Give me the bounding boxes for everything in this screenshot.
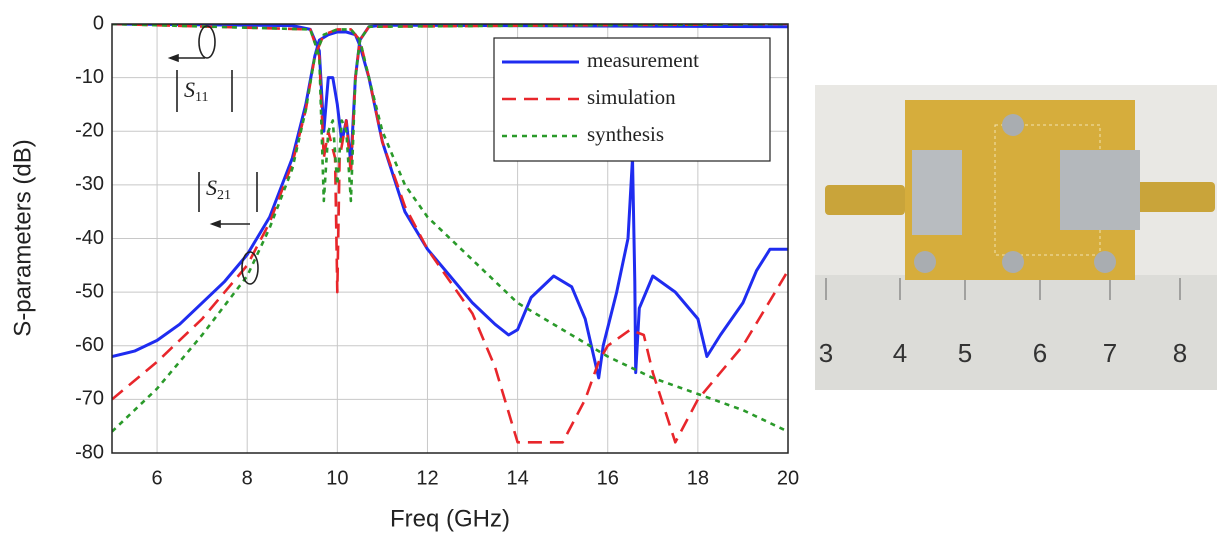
x-tick-label: 10 <box>326 467 348 489</box>
s11-label: S11 <box>184 77 208 105</box>
ruler-label: 4 <box>893 338 907 368</box>
plot: -80 -70 -60 -50 -40 -30 -20 -10 0 6 8 10 12 14 16 18 20 m… <box>75 12 799 489</box>
series-line <box>112 28 788 433</box>
y-tick-label: 0 <box>93 12 104 34</box>
y-tick-label: -40 <box>75 227 104 249</box>
y-tick-label: -80 <box>75 441 104 463</box>
s21-sub: 21 <box>217 188 231 203</box>
x-tick-label: 20 <box>777 467 799 489</box>
ruler-label: 3 <box>819 338 833 368</box>
y-tick-label: -60 <box>75 334 104 356</box>
x-tick-label: 8 <box>242 467 253 489</box>
y-tick-label: -70 <box>75 388 104 410</box>
ruler: 3 4 5 6 7 8 <box>819 338 1187 368</box>
s21-base: S <box>206 175 217 200</box>
photo <box>815 85 1217 390</box>
x-axis-label: Freq (GHz) <box>390 505 510 532</box>
s21-label: S21 <box>206 175 231 203</box>
ruler-label: 5 <box>958 338 972 368</box>
x-tick-label: 18 <box>687 467 709 489</box>
y-tick-label: -10 <box>75 66 104 88</box>
legend-label: measurement <box>587 48 699 72</box>
series-line <box>112 28 788 444</box>
s11-base: S <box>184 77 195 102</box>
legend-label: simulation <box>587 85 676 109</box>
y-tick-label: -20 <box>75 120 104 142</box>
s11-sub: 11 <box>195 90 208 105</box>
x-tick-label: 16 <box>597 467 619 489</box>
series-line <box>112 24 788 203</box>
x-tick-label: 6 <box>152 467 163 489</box>
y-tick-label: -30 <box>75 173 104 195</box>
y-tick-label: -50 <box>75 280 104 302</box>
ruler-label: 6 <box>1033 338 1047 368</box>
plot-frame <box>111 23 789 454</box>
legend-label: synthesis <box>587 122 664 146</box>
ruler-label: 7 <box>1103 338 1117 368</box>
ruler-label: 8 <box>1173 338 1187 368</box>
series-line <box>112 30 788 380</box>
x-tick-label: 12 <box>416 467 438 489</box>
y-axis-label: S-parameters (dB) <box>9 139 36 336</box>
legend-box <box>493 37 771 162</box>
annotation-shapes <box>167 25 259 285</box>
x-tick-label: 14 <box>506 467 528 489</box>
